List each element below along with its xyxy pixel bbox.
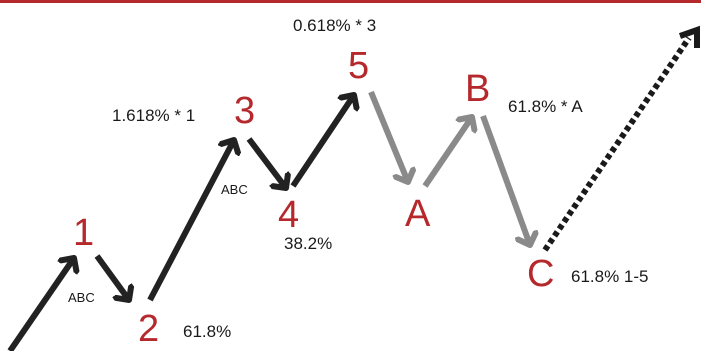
projection-arrowhead (679, 25, 700, 48)
ratio-label-3: 1.618% * 1 (112, 106, 196, 125)
wave-label-c: C (527, 253, 555, 295)
projection-arrow (542, 36, 692, 252)
wave-label-2: 2 (138, 308, 160, 350)
wave-1-arrow (7, 258, 74, 351)
abc-label-wave-2: ABC (68, 290, 95, 305)
wave-c-arrow (480, 114, 530, 245)
wave-label-1: 1 (73, 212, 95, 254)
wave-3-arrow (147, 140, 234, 302)
ratio-label-c: 61.8% 1-5 (571, 267, 649, 286)
ratio-label-b: 61.8% * A (508, 97, 583, 116)
wave-label-b: B (465, 68, 491, 110)
ratio-label-4: 38.2% (284, 234, 333, 253)
top-rule (0, 0, 701, 3)
wave-label-5: 5 (348, 45, 370, 87)
wave-2-arrow (94, 254, 129, 300)
wave-4-arrow (246, 137, 286, 188)
ratio-label-2: 61.8% (183, 322, 232, 341)
wave-a-arrow (368, 90, 408, 182)
wave-b-arrow (422, 117, 472, 188)
wave-label-3: 3 (234, 90, 256, 132)
wave-label-4: 4 (278, 194, 300, 236)
ratio-label-5: 0.618% * 3 (293, 16, 377, 35)
wave-label-a: A (405, 193, 431, 235)
wave-5-arrow (290, 95, 354, 188)
abc-label-wave-4: ABC (221, 182, 248, 197)
